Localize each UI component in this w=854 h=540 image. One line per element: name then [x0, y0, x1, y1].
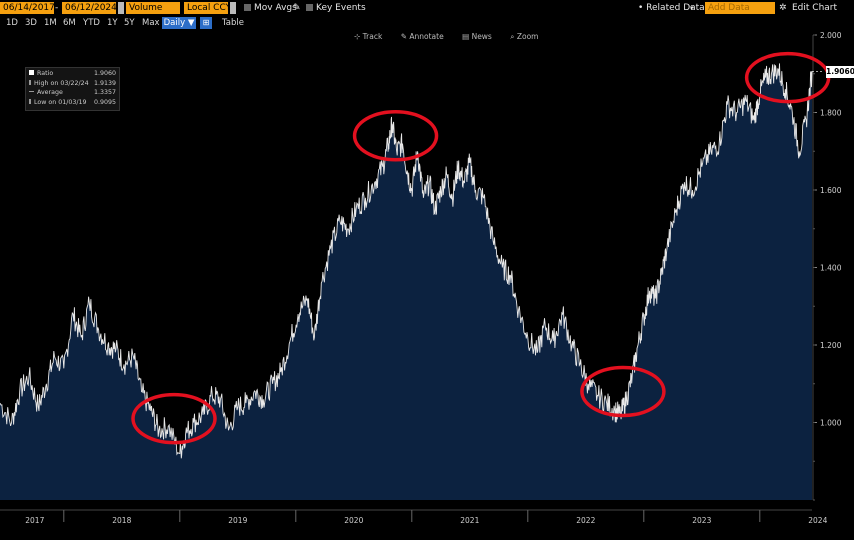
series-swatch-icon	[29, 70, 34, 75]
chart-type-icon[interactable]: ⊞	[200, 17, 212, 29]
track-tool[interactable]: ⊹ Track	[354, 32, 383, 41]
news-label: News	[471, 32, 492, 41]
mov-avgs-label[interactable]: Mov Avgs	[254, 3, 297, 13]
y-tick-label: 1.800	[820, 109, 842, 118]
area-fill	[0, 63, 812, 501]
key-events-label[interactable]: Key Events	[316, 3, 366, 13]
last-value-badge: 1.9060	[826, 66, 854, 78]
range-ytd[interactable]: YTD	[83, 18, 100, 28]
zoom-tool[interactable]: ⌕ Zoom	[510, 32, 539, 41]
x-tick-label: 2022	[576, 516, 595, 525]
date-separator-icon: -	[55, 3, 59, 13]
x-tick-label: 2024	[808, 516, 827, 525]
edit-chart-button[interactable]: Edit Chart	[792, 3, 838, 13]
annotation-layer	[131, 51, 831, 445]
range-1y[interactable]: 1Y	[107, 18, 118, 28]
legend-high-value: 1.9139	[93, 79, 116, 87]
mov-avgs-checkbox[interactable]	[244, 4, 251, 11]
start-date-field[interactable]: 06/14/2017	[0, 2, 54, 14]
currency-field[interactable]: Local CCY	[184, 2, 228, 14]
related-data-dropdown-icon[interactable]: ▾	[690, 4, 694, 12]
y-tick-label: 1.000	[820, 419, 842, 428]
frequency-dropdown[interactable]: Daily ▼	[162, 17, 196, 29]
x-tick-label: 2021	[460, 516, 479, 525]
y-tick-label: 2.000	[820, 31, 842, 40]
legend-row-high: High on 03/22/24 1.9139	[29, 79, 116, 89]
legend-low-label: Low on 01/03/19	[34, 98, 87, 106]
y-tick-label: 1.600	[820, 186, 842, 195]
chart-tools: ⊹ Track ✎ Annotate ▤ News ⌕ Zoom	[354, 31, 554, 42]
range-1m[interactable]: 1M	[44, 18, 57, 28]
volume-field[interactable]: Volume	[126, 2, 180, 14]
legend-row-average: Average 1.3357	[29, 88, 116, 98]
low-marker-icon	[29, 98, 31, 104]
legend-average-value: 1.3357	[93, 89, 116, 96]
top-toolbar: 06/14/2017 - 06/12/2024 Volume Local CCY…	[0, 0, 854, 16]
legend-series-label: Ratio	[37, 70, 54, 77]
legend-series-value: 1.9060	[93, 70, 116, 77]
table-button[interactable]: Table	[222, 18, 244, 28]
series-area	[0, 63, 813, 501]
end-date-dropdown-icon[interactable]	[118, 2, 124, 14]
range-3d[interactable]: 3D	[25, 18, 37, 28]
highlight-circle	[580, 365, 666, 418]
add-data-input[interactable]: Add Data	[705, 2, 775, 14]
legend-low-value: 0.9095	[93, 98, 116, 106]
series-line	[0, 63, 813, 459]
related-data-menu[interactable]: • Related Data	[638, 3, 705, 13]
end-date-field[interactable]: 06/12/2024	[62, 2, 116, 14]
track-label: Track	[362, 32, 383, 41]
legend: Ratio 1.9060 High on 03/22/24 1.9139 Ave…	[25, 67, 120, 111]
range-5y[interactable]: 5Y	[124, 18, 135, 28]
high-marker-icon	[29, 79, 31, 85]
zoom-label: Zoom	[516, 32, 539, 41]
y-tick-label: 1.400	[820, 264, 842, 273]
legend-row-series: Ratio 1.9060	[29, 69, 116, 79]
annotate-tool[interactable]: ✎ Annotate	[400, 32, 444, 41]
highlight-circle	[131, 392, 217, 445]
x-tick-label: 2019	[228, 516, 247, 525]
legend-high-label: High on 03/22/24	[34, 79, 89, 87]
legend-row-low: Low on 01/03/19 0.9095	[29, 98, 116, 108]
x-tick-label: 2018	[112, 516, 131, 525]
x-axis: 2017 2018 2019 2020 2021 2022 2023 2024	[0, 509, 828, 525]
news-tool[interactable]: ▤ News	[462, 32, 492, 41]
range-1d[interactable]: 1D	[6, 18, 18, 28]
currency-dropdown-icon[interactable]	[230, 2, 236, 14]
x-tick-label: 2017	[25, 516, 44, 525]
key-events-checkbox[interactable]	[306, 4, 313, 11]
range-max[interactable]: Max	[142, 18, 160, 28]
y-axis: 1.000 1.200 1.400 1.600 1.800 2.000	[812, 31, 842, 501]
highlight-circle	[352, 110, 439, 162]
range-6m[interactable]: 6M	[63, 18, 76, 28]
annotate-label: Annotate	[409, 32, 444, 41]
x-tick-label: 2023	[692, 516, 711, 525]
gear-icon[interactable]: ✲	[779, 3, 787, 13]
range-toolbar: 1D 3D 1M 6M YTD 1Y 5Y Max Daily ▼ ⊞ Tabl…	[0, 16, 854, 30]
pencil-icon[interactable]: ✎	[293, 3, 301, 13]
x-tick-label: 2020	[344, 516, 363, 525]
average-marker-icon	[29, 91, 34, 92]
y-tick-label: 1.200	[820, 341, 842, 350]
legend-average-label: Average	[37, 89, 63, 96]
